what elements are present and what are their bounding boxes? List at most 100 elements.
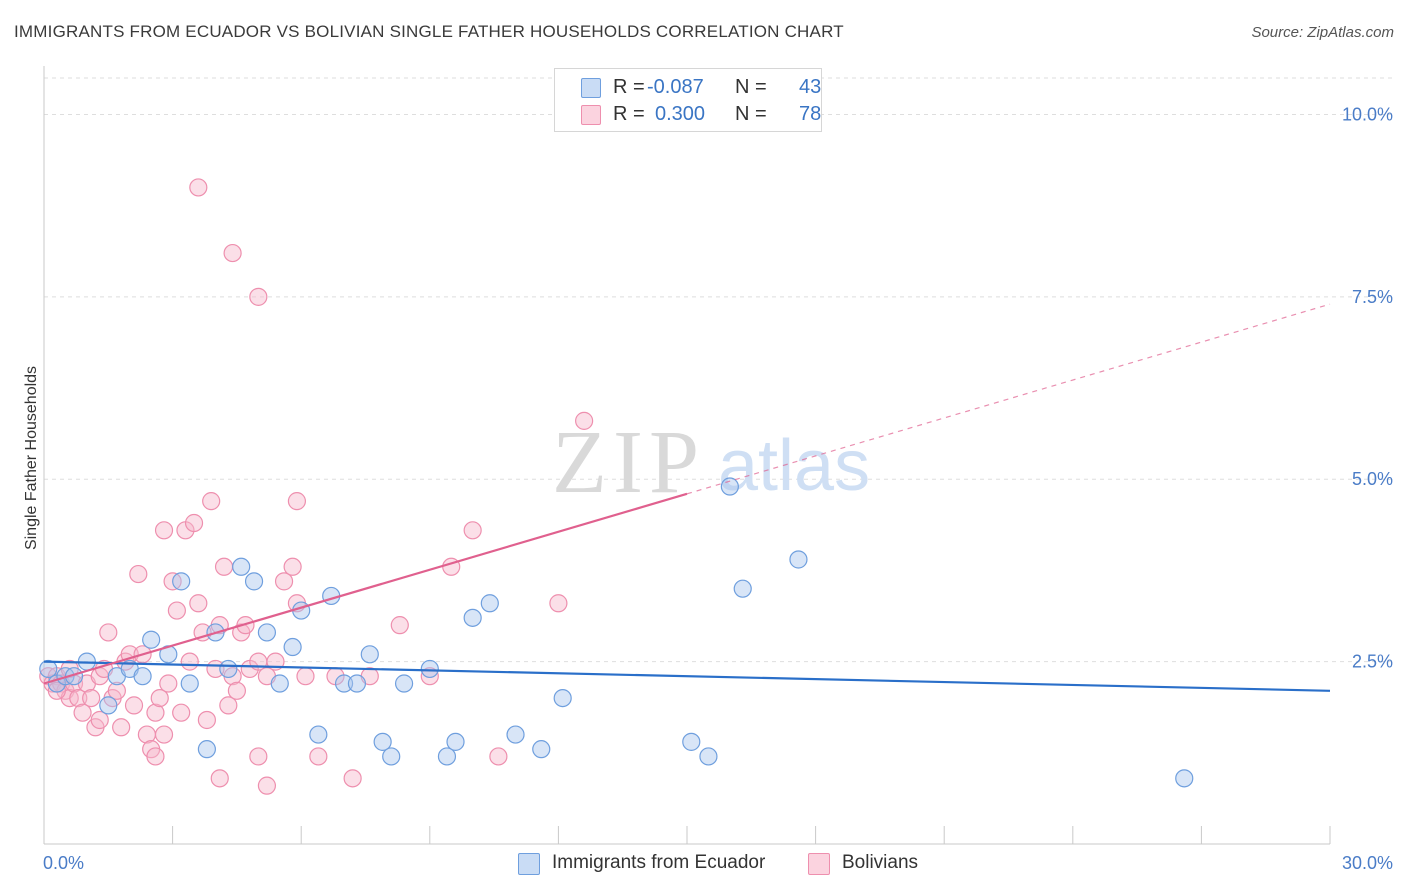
ecuador-point [133,667,152,686]
ecuador-point [463,608,482,627]
ecuador-point [532,740,551,759]
legend-r-value-bolivians: 0.300 [655,103,706,125]
ecuador-point [506,725,525,744]
ecuador-point [334,674,354,693]
ecuador-point [283,637,302,657]
bolivian-point [189,178,208,197]
bolivian-point [257,776,277,795]
bolivian-point [107,681,126,700]
watermark: ZIP atlas [552,413,870,512]
bolivian-point [47,681,66,700]
bolivian-point [274,572,294,591]
ecuador-point [257,623,277,642]
bolivian-point [420,667,439,686]
legend-r-label: R = [613,103,645,125]
chart-title: IMMIGRANTS FROM ECUADOR VS BOLIVIAN SING… [14,22,844,41]
bolivian-point [197,710,216,730]
ecuador-point [270,674,289,693]
bolivian-point [223,243,242,263]
bolivian-point [112,718,131,737]
bolivian-trend-extrapolation [686,303,1331,495]
watermark-atlas: atlas [718,426,870,506]
ecuador-point [39,659,58,679]
ecuador-point [219,659,238,679]
bottom-legend-label-ecuador: Immigrants from Ecuador [552,852,766,873]
legend-n-value-ecuador: 43 [799,76,822,98]
ecuador-point [553,688,572,708]
bolivian-point [202,492,221,511]
bolivian-point [463,521,482,540]
ecuador-point [292,601,311,620]
ecuador-point [232,557,251,576]
bottom-legend-swatch-bolivians [808,853,830,875]
ecuador-point [1175,769,1194,788]
bolivian-point [82,688,101,708]
bolivian-point [214,557,234,576]
axes [43,66,1331,845]
ecuador-point [197,740,216,759]
bolivian-point [154,725,174,744]
ecuador-point [437,747,457,766]
bolivian-point [390,616,409,635]
bolivian-point [549,594,568,613]
ecuador-point [180,674,199,693]
bolivian-point [489,747,508,766]
bolivian-point [159,674,178,693]
legend-n-label: N = [735,103,767,125]
bolivian-point [343,769,362,788]
ecuador-point [394,674,414,693]
bolivian-point [189,594,208,613]
trend-lines [43,303,1331,692]
ecuador-point [699,747,718,766]
legend-swatch-bolivians [581,105,601,125]
bolivian-point [167,601,186,620]
ecuador-point [309,725,328,744]
bolivian-point [124,696,144,715]
ecuador-point [373,732,392,751]
watermark-zip: ZIP [552,413,705,512]
ecuador-point [244,572,264,591]
ecuador-point [682,732,701,751]
legend-r-value-ecuador: -0.087 [647,76,704,98]
bolivian-point [180,652,199,671]
legend-n-label: N = [735,76,767,98]
ecuador-point [480,594,499,613]
bolivian-point [193,623,212,642]
legend-swatch-ecuador [581,78,601,98]
bolivian-point [309,747,328,766]
ecuador-point [142,630,161,649]
bolivian-point [154,521,174,540]
ecuador-trend-line [43,660,1331,692]
bolivian-point [99,623,118,642]
bolivian-point [249,747,268,766]
bolivian-point [227,681,246,700]
y-axis-label: Single Father Households [23,366,40,550]
ecuador-point [446,732,465,751]
bolivian-point [129,564,148,584]
x-tick-label: 30.0% [1342,853,1393,873]
ecuador-point [382,747,401,766]
ecuador-point [420,659,439,679]
bolivian-point [287,492,307,511]
bottom-legend-swatch-ecuador [518,853,540,875]
tick-labels: 2.5% 5.0% 7.5% 10.0% 0.0% 30.0% [43,104,1393,873]
legend-n-value-bolivians: 78 [799,103,822,125]
bolivian-point [73,703,92,722]
bolivian-point [184,513,204,533]
x-tick-label: 0.0% [43,853,84,873]
bolivian-point [150,688,169,708]
bolivian-point [296,667,315,686]
y-tick-label: 2.5% [1352,652,1393,672]
ecuador-point [347,674,367,693]
bolivian-point [210,769,229,788]
bolivian-point [90,710,109,730]
y-tick-label: 10.0% [1342,104,1393,124]
bolivian-point [283,557,302,576]
bolivian-point [575,411,594,430]
bolivian-point [69,688,88,708]
y-tick-label: 5.0% [1352,469,1393,489]
bolivian-point [172,703,191,722]
ecuador-point [733,579,752,598]
ecuador-point [360,645,379,664]
